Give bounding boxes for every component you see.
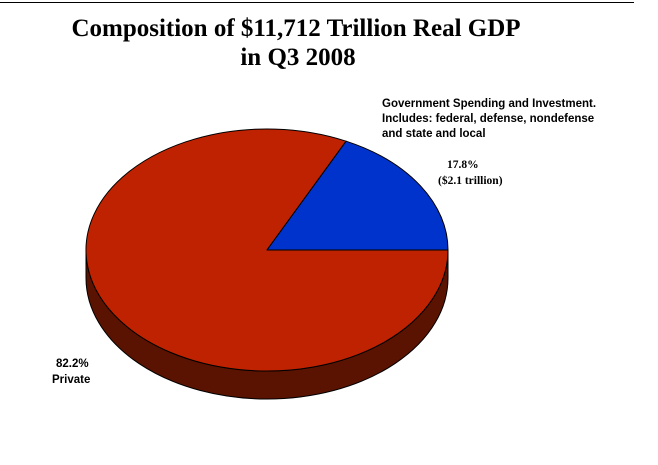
private-label-group: 82.2% Private — [52, 358, 92, 386]
government-label-line-3: and state and local — [382, 128, 486, 140]
government-amount: ($2.1 trillion) — [438, 174, 503, 187]
government-label: Government Spending and Investment. Incl… — [382, 98, 599, 140]
chart-title-line-2: in Q3 2008 — [240, 44, 356, 71]
top-rule — [0, 2, 634, 3]
chart-title: Composition of $11,712 Trillion Real GDP… — [18, 14, 574, 72]
government-label-line-2: Includes: federal, defense, nondefense — [382, 113, 594, 125]
pie-slice-government — [266, 140, 449, 251]
government-percent: 17.8% — [447, 159, 479, 171]
chart-title-line-1: Composition of $11,712 Trillion Real GDP — [71, 15, 521, 42]
government-percent-label: 17.8% ($2.1 trillion) — [438, 159, 503, 187]
private-label: Private — [52, 374, 90, 386]
government-label-line-1: Government Spending and Investment. — [382, 98, 596, 110]
private-percent: 82.2% — [56, 358, 89, 370]
